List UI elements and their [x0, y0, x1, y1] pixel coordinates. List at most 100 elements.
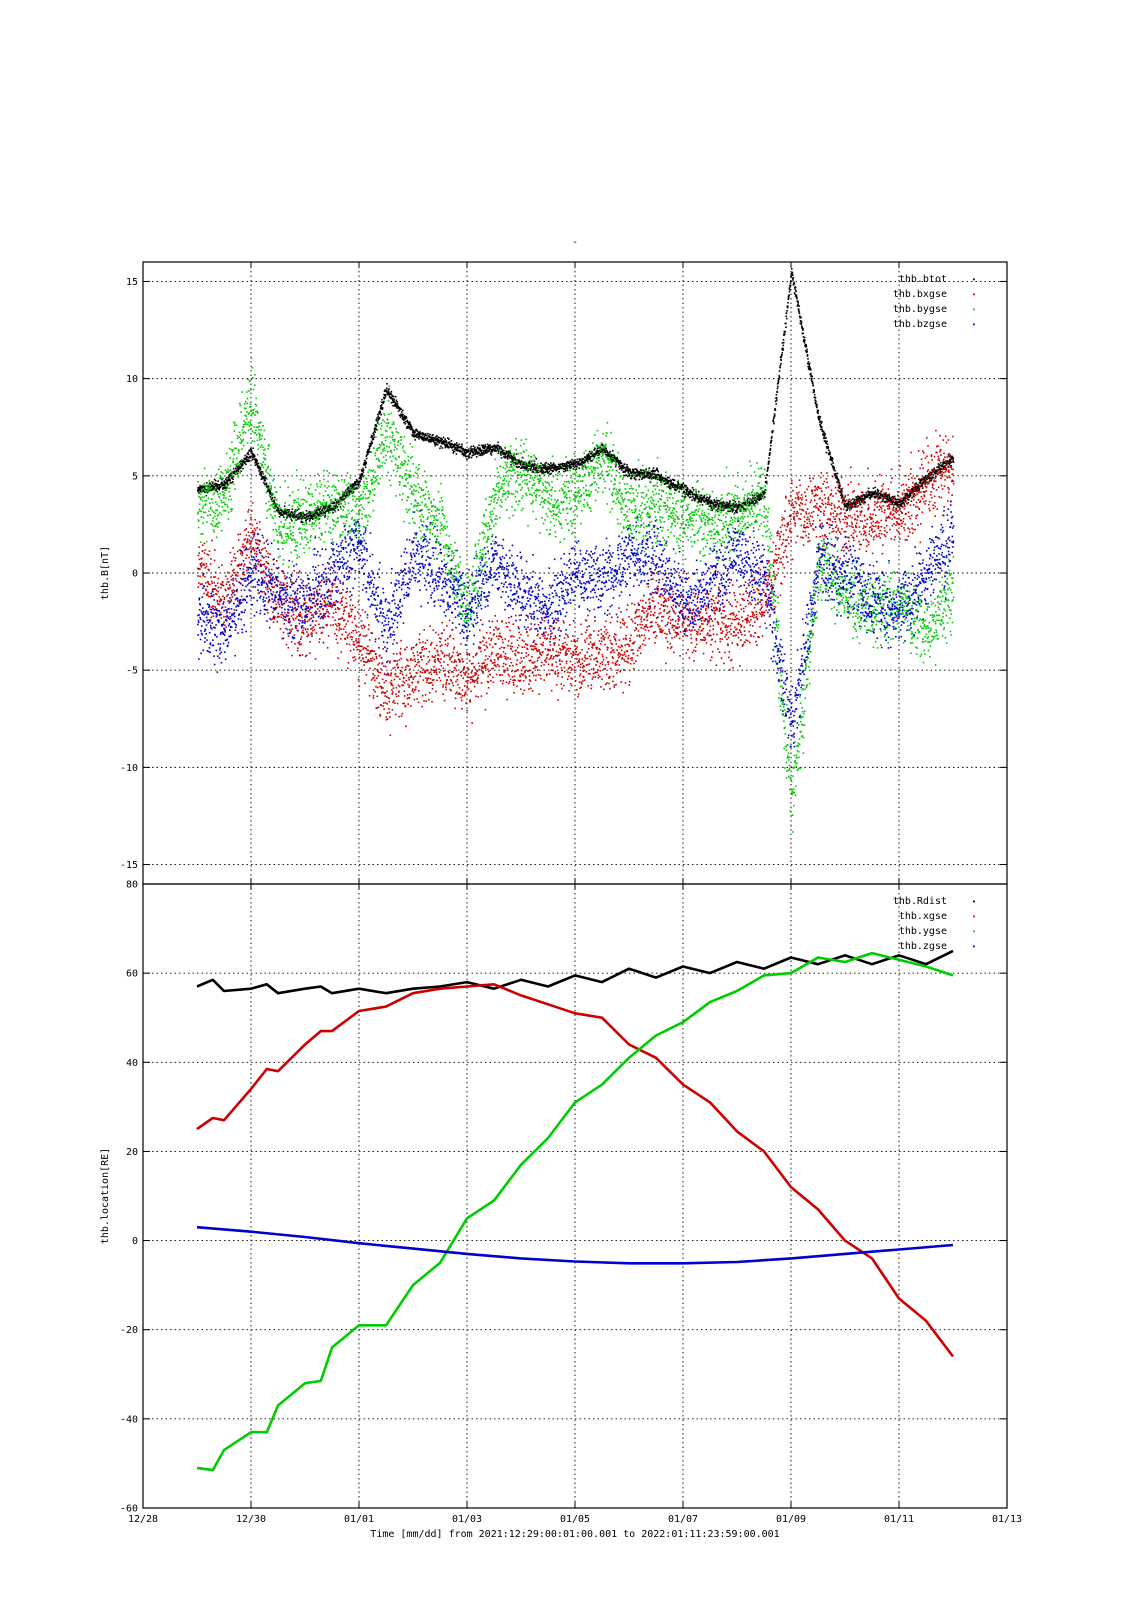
data-point [357, 678, 360, 681]
data-point [887, 499, 890, 501]
data-point [708, 499, 711, 502]
data-point [422, 437, 424, 439]
data-point [462, 660, 464, 663]
data-point [658, 474, 661, 477]
data-point [356, 480, 359, 483]
data-point [812, 391, 815, 394]
data-point [838, 485, 841, 488]
data-point [314, 624, 317, 626]
data-point [387, 393, 390, 396]
data-point [425, 663, 428, 665]
data-point [233, 590, 236, 592]
data-point [787, 298, 790, 301]
data-point [451, 443, 454, 445]
data-point [299, 643, 301, 646]
data-point [213, 487, 216, 489]
data-point [896, 501, 898, 503]
data-point [672, 484, 675, 486]
data-point [531, 463, 534, 465]
data-point [463, 671, 465, 674]
data-point [209, 608, 211, 611]
data-point [413, 676, 415, 679]
data-point [651, 471, 654, 473]
data-point [360, 649, 362, 652]
data-point [439, 661, 441, 664]
data-point [912, 486, 915, 489]
data-point [874, 496, 876, 499]
data-point [505, 453, 507, 455]
data-point [255, 553, 258, 555]
data-point [445, 443, 447, 446]
data-point [212, 488, 215, 491]
data-point [224, 481, 227, 484]
data-point [924, 476, 927, 479]
data-point [501, 448, 503, 451]
data-point [911, 491, 913, 494]
data-point [892, 506, 895, 509]
data-point [394, 702, 396, 704]
data-point [552, 462, 555, 465]
data-point [220, 617, 223, 619]
data-point [904, 495, 906, 497]
data-point [824, 441, 827, 443]
data-point [607, 452, 609, 455]
data-point [481, 454, 484, 456]
data-point [268, 568, 270, 571]
data-point [913, 486, 916, 488]
data-point [649, 476, 651, 478]
data-point [464, 455, 467, 458]
data-point [541, 472, 543, 474]
data-point [810, 379, 813, 381]
data-point [467, 455, 469, 458]
data-point [832, 462, 834, 464]
data-point [306, 635, 309, 638]
data-point [885, 500, 887, 503]
data-point [262, 536, 265, 539]
data-point [228, 584, 231, 586]
data-point [602, 449, 604, 451]
data-point [496, 448, 499, 451]
data-point [556, 468, 559, 470]
data-point [348, 643, 351, 646]
data-point [649, 471, 651, 474]
data-point [231, 592, 234, 594]
data-point [232, 478, 234, 481]
data-point [779, 356, 782, 358]
data-point [529, 468, 532, 471]
data-point [247, 511, 249, 513]
data-point [206, 593, 209, 596]
data-point [355, 488, 357, 490]
data-point [407, 422, 410, 424]
data-point [739, 510, 742, 512]
data-point [732, 509, 735, 512]
data-point [513, 461, 516, 464]
data-point [383, 672, 386, 675]
data-point [439, 679, 442, 682]
data-point [285, 619, 287, 622]
data-point [450, 440, 453, 442]
data-point [276, 590, 278, 593]
data-point [357, 485, 360, 488]
data-point [692, 497, 695, 500]
data-point [300, 636, 303, 638]
data-point [691, 499, 693, 501]
data-point [249, 455, 251, 458]
data-point [337, 600, 339, 603]
data-point [197, 586, 200, 588]
data-point [841, 495, 844, 498]
data-point [251, 458, 254, 461]
data-point [210, 558, 212, 560]
data-point [340, 638, 342, 640]
data-point [879, 492, 882, 495]
data-point [362, 658, 364, 660]
data-point [552, 470, 554, 472]
data-point [712, 502, 715, 504]
data-point [211, 481, 214, 484]
data-point [318, 638, 321, 640]
data-point [311, 614, 313, 616]
data-point [318, 610, 321, 612]
data-point [452, 675, 455, 678]
data-point [373, 650, 376, 653]
data-point [886, 497, 889, 500]
data-point [416, 434, 418, 436]
